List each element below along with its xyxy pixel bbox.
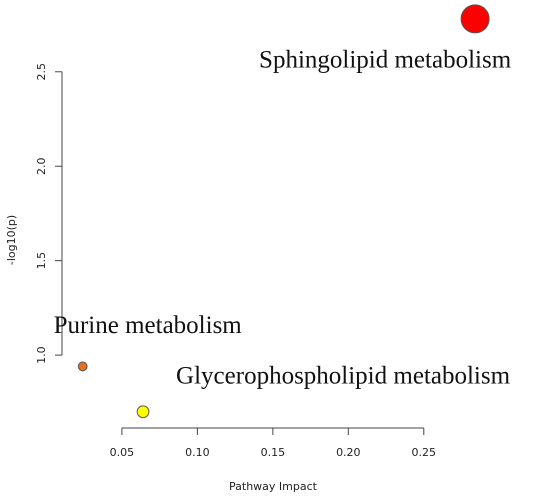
point [460, 4, 490, 34]
x-tick-label: 0.05 [110, 446, 135, 459]
x-tick-label: 0.10 [185, 446, 210, 459]
point [77, 361, 88, 372]
point-label: Sphingolipid metabolism [259, 47, 512, 74]
point-label: Purine metabolism [54, 312, 243, 339]
y-axis-title: -log10(p) [5, 215, 18, 265]
x-axis-title: Pathway Impact [229, 480, 318, 493]
y-tick-label: 2.0 [35, 157, 48, 175]
point-label: Glycerophospholipid metabolism [176, 362, 511, 389]
y-tick-label: 1.0 [35, 346, 48, 364]
x-tick-label: 0.15 [261, 446, 286, 459]
x-tick-label: 0.20 [336, 446, 361, 459]
point [136, 405, 150, 419]
y-tick-label: 1.5 [35, 252, 48, 270]
y-tick-label: 2.5 [35, 63, 48, 81]
x-tick-label: 0.25 [412, 446, 437, 459]
